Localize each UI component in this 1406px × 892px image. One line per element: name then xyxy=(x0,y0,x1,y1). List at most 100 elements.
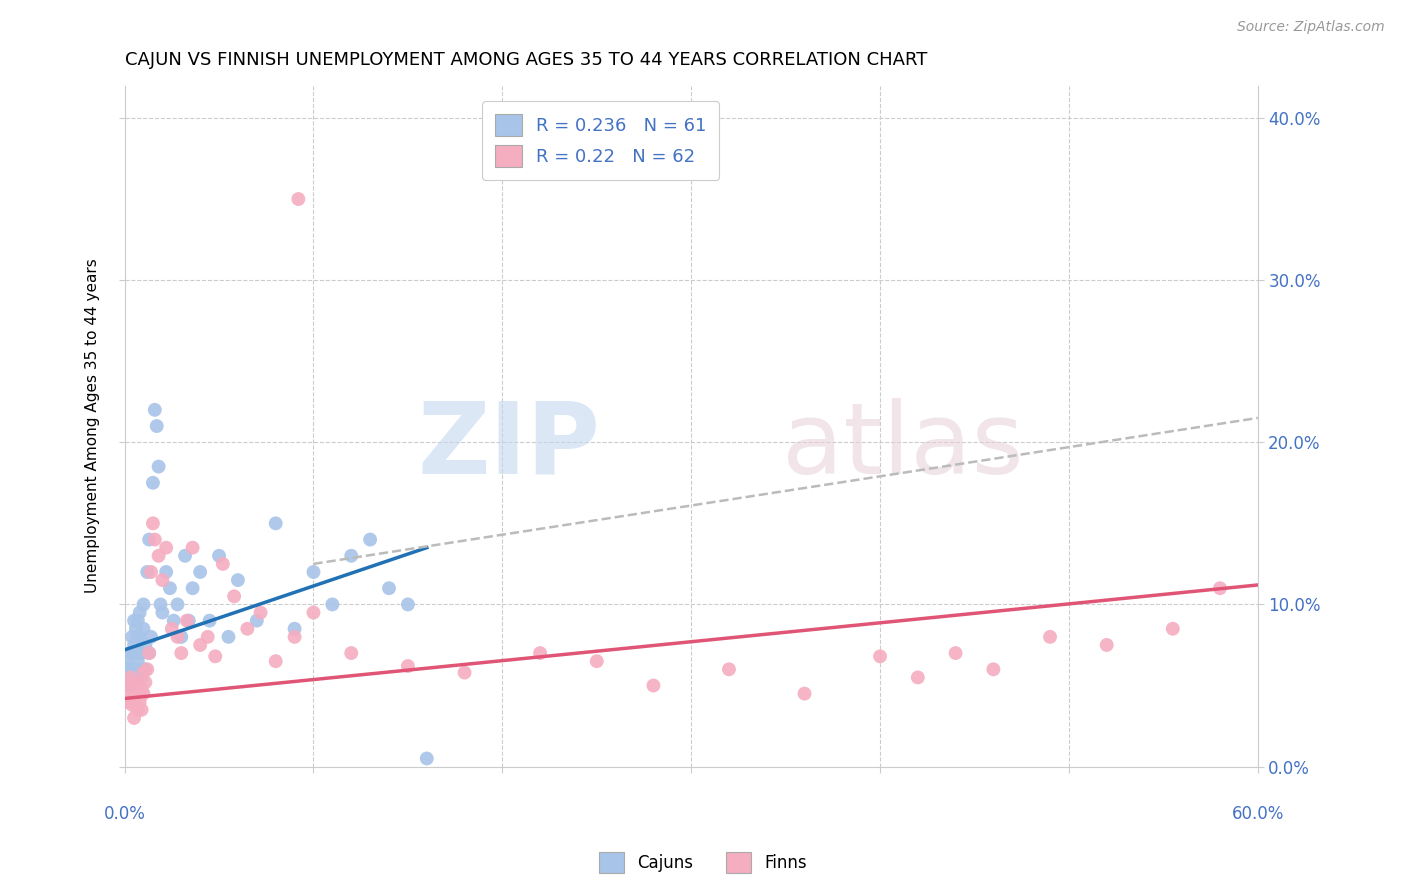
Point xyxy=(188,638,211,652)
Point xyxy=(128,662,150,676)
Point xyxy=(163,614,186,628)
Point xyxy=(120,679,142,693)
Text: atlas: atlas xyxy=(782,398,1024,495)
Point xyxy=(121,646,143,660)
Point xyxy=(160,622,183,636)
Point xyxy=(122,614,145,628)
Point xyxy=(138,533,160,547)
Point xyxy=(128,679,150,693)
Point xyxy=(246,614,269,628)
Legend: R = 0.236   N = 61, R = 0.22   N = 62: R = 0.236 N = 61, R = 0.22 N = 62 xyxy=(482,102,718,179)
Y-axis label: Unemployment Among Ages 35 to 44 years: Unemployment Among Ages 35 to 44 years xyxy=(86,259,100,593)
Point xyxy=(122,662,145,676)
Point xyxy=(907,670,929,684)
Point xyxy=(284,622,307,636)
Text: ZIP: ZIP xyxy=(418,398,600,495)
Point xyxy=(132,687,155,701)
Point xyxy=(166,598,188,612)
Point xyxy=(302,565,325,579)
Point xyxy=(125,622,148,636)
Point xyxy=(148,549,170,563)
Point xyxy=(121,630,143,644)
Point xyxy=(188,565,211,579)
Point xyxy=(117,679,139,693)
Text: 60.0%: 60.0% xyxy=(1232,805,1284,823)
Point xyxy=(359,533,381,547)
Point xyxy=(131,681,153,696)
Point xyxy=(529,646,551,660)
Point xyxy=(134,638,156,652)
Point xyxy=(138,646,160,660)
Point xyxy=(127,630,149,644)
Point xyxy=(117,695,139,709)
Point xyxy=(983,662,1005,676)
Point xyxy=(121,698,143,712)
Point xyxy=(121,681,143,696)
Point xyxy=(127,687,149,701)
Point xyxy=(155,541,177,555)
Point xyxy=(128,606,150,620)
Point xyxy=(125,670,148,684)
Point xyxy=(176,614,198,628)
Point xyxy=(340,646,363,660)
Point xyxy=(226,573,249,587)
Point xyxy=(131,670,153,684)
Point xyxy=(166,630,188,644)
Point xyxy=(148,459,170,474)
Point xyxy=(122,675,145,690)
Point xyxy=(218,630,240,644)
Point xyxy=(453,665,475,680)
Point xyxy=(134,675,156,690)
Point xyxy=(340,549,363,563)
Point xyxy=(945,646,967,660)
Point xyxy=(131,646,153,660)
Point xyxy=(378,581,401,595)
Point xyxy=(142,516,165,531)
Point xyxy=(145,419,167,434)
Point xyxy=(150,573,173,587)
Point xyxy=(138,646,160,660)
Point xyxy=(416,751,439,765)
Point xyxy=(236,622,259,636)
Point xyxy=(132,598,155,612)
Point xyxy=(198,614,221,628)
Point xyxy=(128,695,150,709)
Point xyxy=(120,691,142,706)
Point xyxy=(643,679,665,693)
Point xyxy=(1209,581,1232,595)
Point xyxy=(115,670,138,684)
Text: CAJUN VS FINNISH UNEMPLOYMENT AMONG AGES 35 TO 44 YEARS CORRELATION CHART: CAJUN VS FINNISH UNEMPLOYMENT AMONG AGES… xyxy=(125,51,927,69)
Point xyxy=(396,598,419,612)
Point xyxy=(120,662,142,676)
Text: 0.0%: 0.0% xyxy=(104,805,146,823)
Point xyxy=(139,565,162,579)
Legend: Cajuns, Finns: Cajuns, Finns xyxy=(592,846,814,880)
Point xyxy=(117,679,139,693)
Point xyxy=(143,402,166,417)
Point xyxy=(149,598,172,612)
Point xyxy=(139,630,162,644)
Point xyxy=(793,687,815,701)
Point xyxy=(142,475,165,490)
Point xyxy=(136,662,159,676)
Point xyxy=(136,565,159,579)
Point xyxy=(869,649,891,664)
Point xyxy=(117,662,139,676)
Point xyxy=(120,670,142,684)
Point xyxy=(115,679,138,693)
Point xyxy=(321,598,343,612)
Point xyxy=(204,649,226,664)
Text: Source: ZipAtlas.com: Source: ZipAtlas.com xyxy=(1237,20,1385,34)
Point xyxy=(174,549,197,563)
Point xyxy=(131,703,153,717)
Point xyxy=(396,659,419,673)
Point xyxy=(170,630,193,644)
Point xyxy=(249,606,271,620)
Point xyxy=(181,581,204,595)
Point xyxy=(125,681,148,696)
Point xyxy=(264,654,287,668)
Point xyxy=(127,703,149,717)
Point xyxy=(122,638,145,652)
Point xyxy=(224,590,246,604)
Point xyxy=(132,665,155,680)
